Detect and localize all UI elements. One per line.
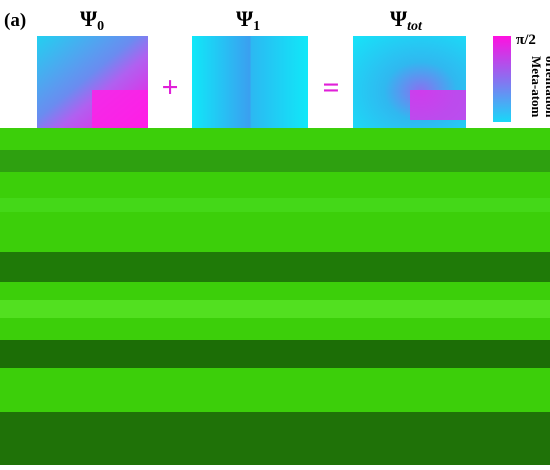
- subscript: 1: [253, 19, 260, 34]
- colorbar-title: Meta-atom: [529, 56, 544, 118]
- symbol: Ψ: [390, 6, 408, 31]
- colorbar: [493, 36, 511, 122]
- panel-label: (a): [4, 10, 26, 31]
- operator: +: [161, 71, 178, 104]
- phase-region: [410, 90, 466, 120]
- noise-band: [0, 198, 550, 212]
- noise-block: [0, 128, 550, 465]
- panel-symbol: Ψ1: [236, 6, 260, 34]
- symbol: Ψ: [236, 6, 254, 31]
- colorbar-max-label: π/2: [516, 32, 536, 48]
- corrupted-region: [0, 128, 550, 465]
- phase-map: [192, 36, 308, 128]
- noise-band: [0, 340, 550, 368]
- operator: =: [322, 71, 339, 104]
- noise-band: [0, 412, 550, 465]
- noise-band: [0, 300, 550, 318]
- subscript: 0: [97, 19, 104, 34]
- subscript: tot: [407, 19, 423, 34]
- colorbar-title: orientation: [543, 56, 550, 118]
- top-panel: (a) Ψ0 Ψ1 Ψtot + = π/2 Meta-atom orienta…: [4, 6, 550, 128]
- panel-symbol: Ψ0: [80, 6, 104, 34]
- symbol: Ψ: [80, 6, 98, 31]
- phase-region: [92, 90, 148, 128]
- panel-symbol: Ψtot: [390, 6, 423, 34]
- noise-band: [0, 252, 550, 282]
- noise-band: [0, 150, 550, 172]
